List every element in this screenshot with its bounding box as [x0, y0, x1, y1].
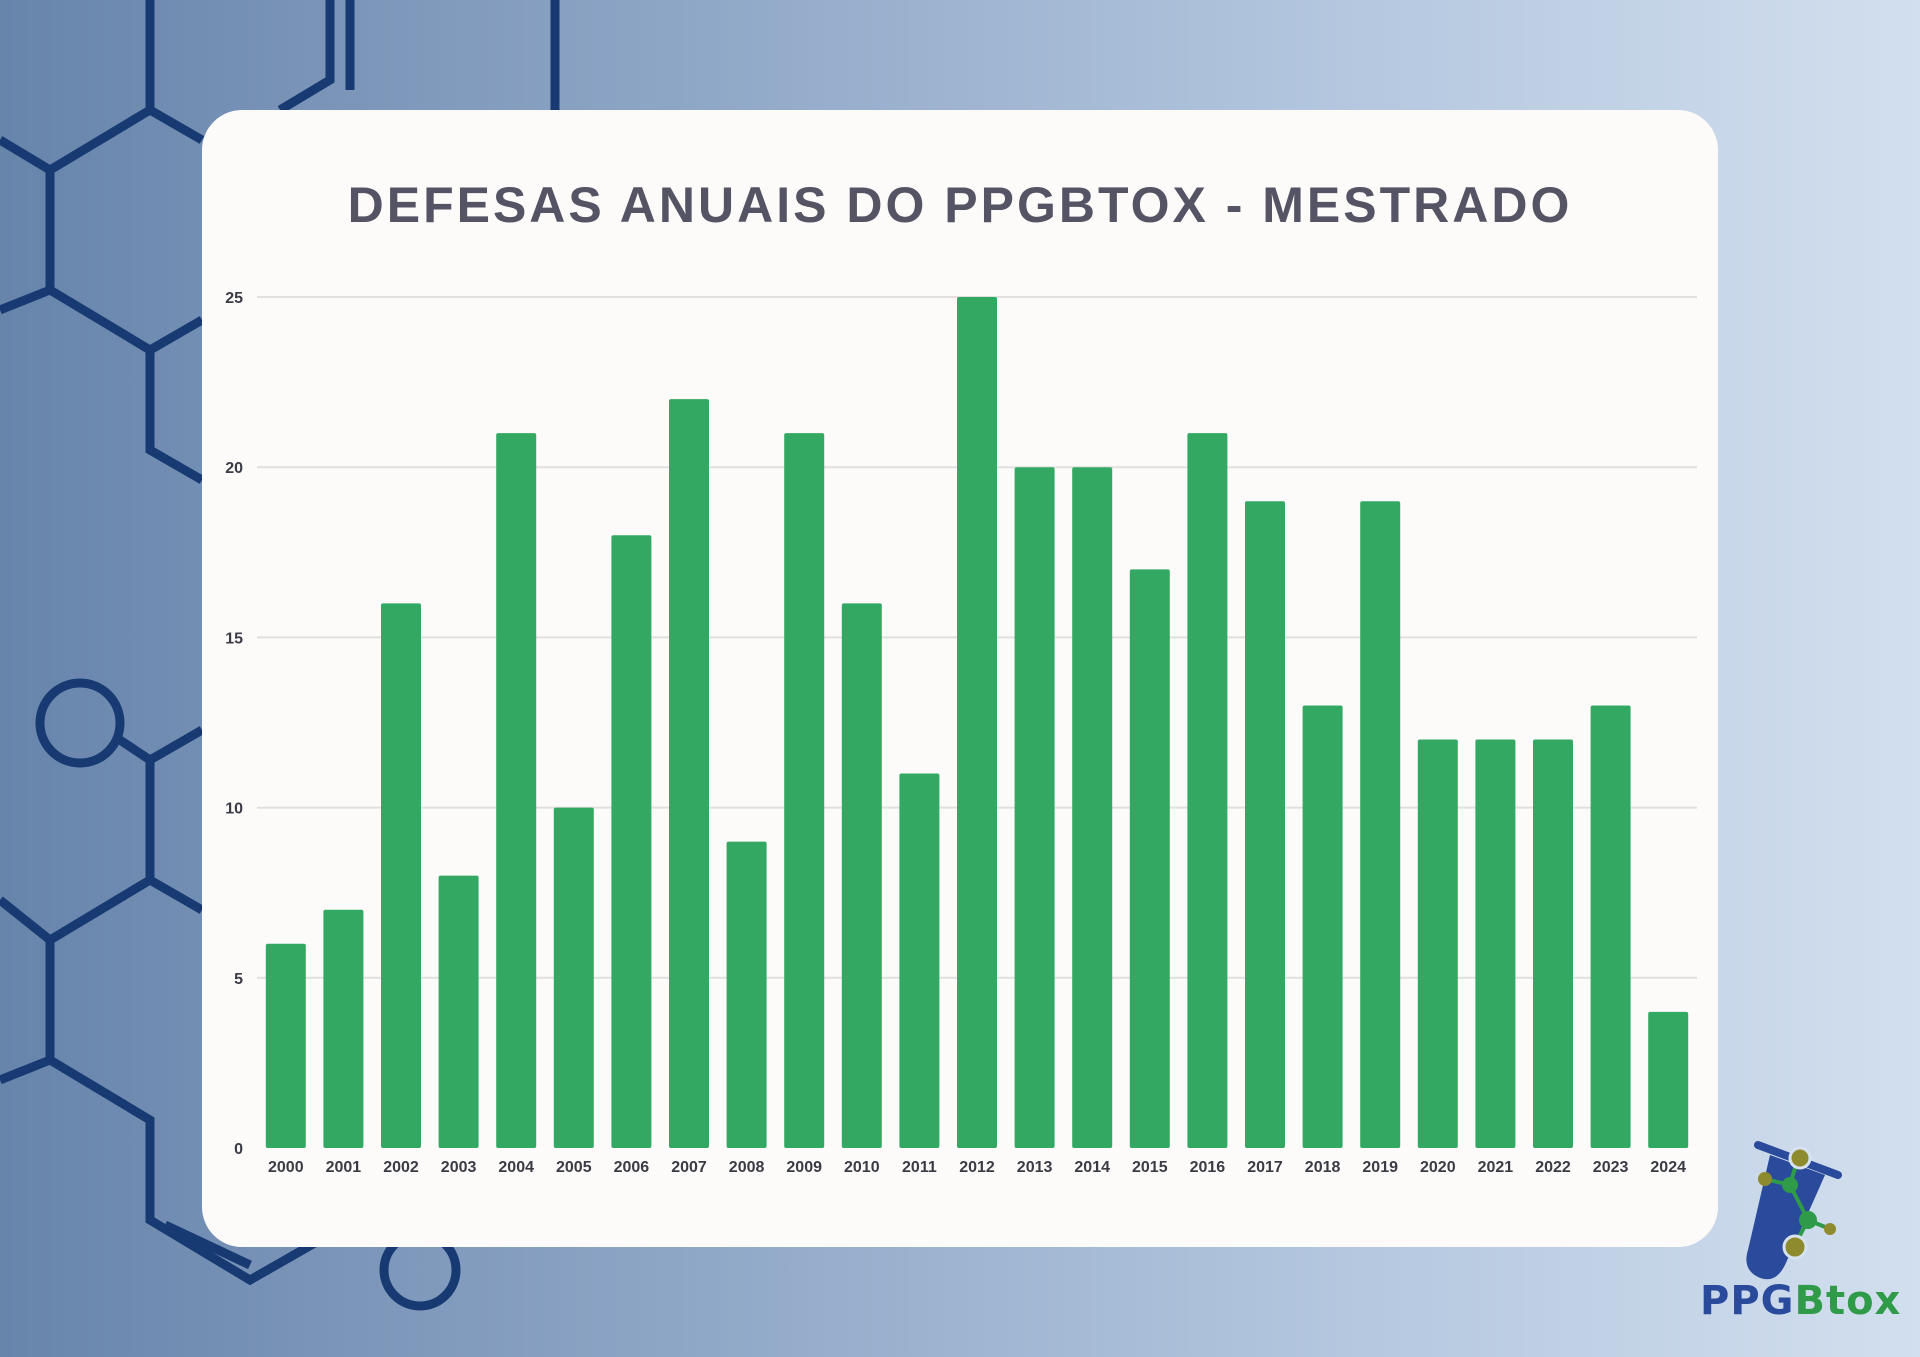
- test-tube-molecule-logo-icon: [1746, 1141, 1842, 1280]
- y-tick-label: 5: [234, 971, 243, 988]
- bar-2005: [553, 807, 594, 1148]
- x-tick-label: 2018: [1305, 1159, 1341, 1176]
- y-tick-label: 10: [225, 801, 243, 818]
- x-tick-label: 2016: [1190, 1159, 1226, 1176]
- x-tick-label: 2005: [556, 1159, 592, 1176]
- bar-2022: [1533, 739, 1573, 1148]
- bar-2014: [1072, 467, 1113, 1148]
- y-tick-label: 25: [225, 290, 243, 307]
- x-tick-label: 2021: [1478, 1159, 1514, 1176]
- x-tick-label: 2023: [1593, 1159, 1629, 1176]
- bar-2008: [726, 841, 767, 1148]
- bar-2020: [1417, 739, 1458, 1148]
- x-tick-label: 2006: [614, 1159, 650, 1176]
- x-tick-label: 2022: [1535, 1159, 1571, 1176]
- x-tick-label: 2015: [1132, 1159, 1168, 1176]
- bar-2023: [1590, 705, 1631, 1148]
- bar-2001: [323, 909, 364, 1148]
- bar-2002: [381, 603, 421, 1148]
- x-tick-label: 2008: [729, 1159, 765, 1176]
- x-tick-label: 2020: [1420, 1159, 1456, 1176]
- bar-2003: [438, 875, 479, 1148]
- bar-2010: [841, 603, 882, 1148]
- bar-2019: [1360, 501, 1401, 1148]
- bar-2006: [611, 535, 652, 1148]
- bar-2007: [669, 399, 709, 1148]
- x-tick-label: 2004: [498, 1159, 534, 1176]
- bar-2000: [265, 943, 306, 1148]
- x-tick-label: 2014: [1074, 1159, 1110, 1176]
- bar-2024: [1648, 1011, 1689, 1148]
- x-tick-label: 2002: [383, 1159, 419, 1176]
- x-tick-label: 2003: [441, 1159, 477, 1176]
- x-tick-label: 2000: [268, 1159, 304, 1176]
- x-tick-label: 2007: [671, 1159, 707, 1176]
- logo-text: PPGBtox: [1700, 1278, 1902, 1324]
- bar-2011: [899, 773, 940, 1148]
- x-tick-label: 2001: [326, 1159, 362, 1176]
- x-tick-label: 2010: [844, 1159, 880, 1176]
- bar-2018: [1302, 705, 1343, 1148]
- bar-2017: [1245, 501, 1285, 1148]
- bar-2016: [1187, 433, 1228, 1148]
- x-tick-label: 2009: [786, 1159, 822, 1176]
- bar-2009: [784, 433, 825, 1148]
- x-tick-label: 2019: [1362, 1159, 1398, 1176]
- x-tick-label: 2017: [1247, 1159, 1283, 1176]
- y-tick-label: 20: [225, 460, 243, 477]
- bar-2004: [496, 433, 537, 1148]
- x-tick-label: 2011: [902, 1159, 937, 1176]
- bar-2013: [1014, 467, 1055, 1148]
- bar-2021: [1475, 739, 1516, 1148]
- y-tick-label: 15: [225, 630, 243, 647]
- y-tick-label: 0: [234, 1141, 243, 1158]
- x-tick-label: 2012: [959, 1159, 995, 1176]
- x-tick-label: 2024: [1650, 1159, 1686, 1176]
- chart-title: DEFESAS ANUAIS DO PPGBTOX - MESTRADO: [347, 177, 1573, 233]
- bar-2012: [957, 297, 997, 1148]
- bar-2015: [1129, 569, 1170, 1148]
- x-tick-label: 2013: [1017, 1159, 1053, 1176]
